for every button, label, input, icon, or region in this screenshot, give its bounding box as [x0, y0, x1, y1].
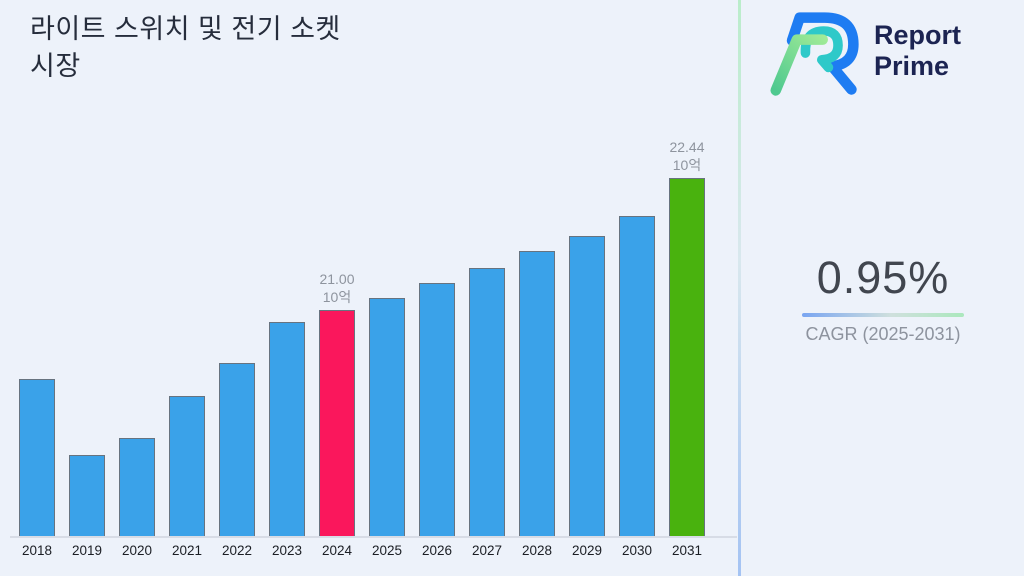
- bar-value-label-2031: 22.44 10억: [669, 139, 705, 173]
- page-title: 라이트 스위치 및 전기 소켓 시장: [30, 11, 470, 85]
- bar-chart-bars: 21.00 10억 22.44 10억: [12, 139, 712, 536]
- bar-slot-2026: [412, 150, 462, 536]
- bar-2020: [119, 438, 155, 536]
- bar-slot-2031: 22.44 10억: [662, 139, 712, 536]
- bar-slot-2029: [562, 150, 612, 536]
- x-axis-label-2030: 2030: [621, 543, 653, 558]
- bar-slot-2022: [212, 150, 262, 536]
- x-axis-label-2029: 2029: [571, 543, 603, 558]
- x-axis-label-2031: 2031: [671, 543, 703, 558]
- bar-slot-2018: [12, 150, 62, 536]
- bar-2019: [69, 455, 105, 536]
- brand-name-line1: Report: [874, 20, 961, 50]
- brand-name-line2: Prime: [874, 51, 950, 81]
- bar-2026: [419, 283, 455, 536]
- brand-logo: Report Prime: [766, 6, 1016, 102]
- bar-slot-2028: [512, 150, 562, 536]
- bar-slot-2020: [112, 150, 162, 536]
- bar-slot-2027: [462, 150, 512, 536]
- x-axis-labels: 2018 2019 2020 2021 2022 2023 2024 2025 2026 2027…: [12, 543, 712, 558]
- report-prime-logo-icon: [770, 12, 859, 96]
- cagr-panel: 0.95% CAGR (2025-2031): [778, 252, 988, 345]
- bar-chart: 21.00 10억 22.44 10억: [12, 139, 712, 536]
- cagr-label: CAGR (2025-2031): [805, 324, 961, 344]
- bar-2027: [469, 268, 505, 536]
- x-axis-label-2027: 2027: [471, 543, 503, 558]
- bar-2022: [219, 363, 255, 536]
- bar-2018: [19, 379, 55, 536]
- bar-slot-2023: [262, 150, 312, 536]
- bar-2025: [369, 298, 405, 536]
- page-title-line1: 라이트 스위치 및 전기 소켓: [30, 14, 341, 44]
- bar-slot-2019: [62, 150, 112, 536]
- bar-2031: [669, 178, 705, 536]
- bar-slot-2021: [162, 150, 212, 536]
- x-axis-label-2028: 2028: [521, 543, 553, 558]
- bar-value-label-2024: 21.00 10억: [319, 271, 355, 305]
- page-title-line2: 시장: [30, 51, 81, 81]
- x-axis-label-2025: 2025: [371, 543, 403, 558]
- x-axis-line: [10, 536, 737, 538]
- x-axis-label-2019: 2019: [71, 543, 103, 558]
- brand-name: Report Prime: [874, 20, 961, 82]
- bar-2021: [169, 396, 205, 536]
- panel-divider: [738, 0, 741, 576]
- bar-2028: [519, 251, 555, 536]
- bar-2024: [319, 310, 355, 536]
- x-axis-label-2023: 2023: [271, 543, 303, 558]
- bar-2030: [619, 216, 655, 536]
- x-axis-label-2024: 2024: [321, 543, 353, 558]
- bar-slot-2030: [612, 150, 662, 536]
- bar-2023: [269, 322, 305, 536]
- cagr-value: 0.95%: [816, 252, 950, 303]
- x-axis-label-2022: 2022: [221, 543, 253, 558]
- bar-2029: [569, 236, 605, 536]
- cagr-underline: [802, 313, 964, 317]
- x-axis-label-2018: 2018: [21, 543, 53, 558]
- x-axis-label-2026: 2026: [421, 543, 453, 558]
- x-axis-label-2021: 2021: [171, 543, 203, 558]
- bar-slot-2024: 21.00 10억: [312, 150, 362, 536]
- bar-slot-2025: [362, 150, 412, 536]
- x-axis-label-2020: 2020: [121, 543, 153, 558]
